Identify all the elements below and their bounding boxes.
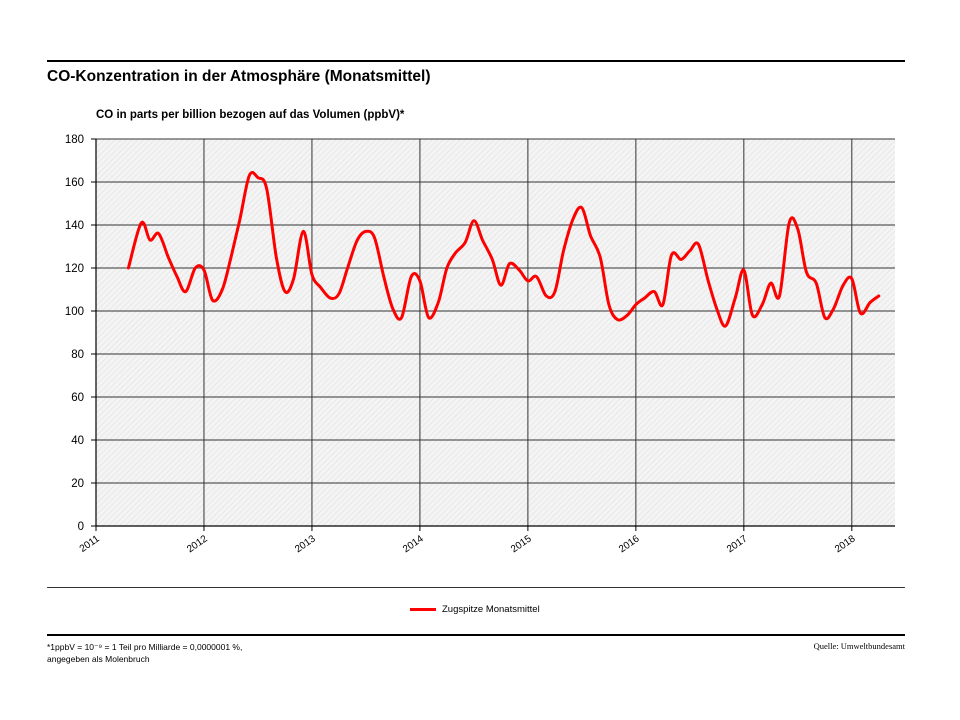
legend-divider [47, 587, 905, 588]
legend-label-zugspitze: Zugspitze Monatsmittel [442, 604, 540, 615]
x-tick-label-2018: 2018 [833, 533, 858, 555]
x-tick-label-2017: 2017 [725, 533, 750, 555]
y-tick-label-160: 160 [65, 177, 84, 189]
y-axis-label: CO in parts per billion bezogen auf das … [96, 109, 405, 121]
top-rule [47, 60, 905, 62]
plot-area [96, 139, 895, 526]
legend: Zugspitze Monatsmittel [410, 604, 540, 615]
page-title: CO-Konzentration in der Atmosphäre (Mona… [47, 68, 431, 85]
source-credit: Quelle: Umweltbundesamt [813, 641, 905, 651]
vertical-gridlines [95, 139, 853, 531]
y-tick-label-40: 40 [71, 435, 84, 447]
y-tick-label-60: 60 [71, 392, 84, 404]
y-tick-label-0: 0 [78, 521, 84, 533]
y-tick-labels: 0 20 40 60 80 100 120 140 160 180 [65, 134, 84, 533]
y-tick-label-140: 140 [65, 220, 84, 232]
y-tick-label-180: 180 [65, 134, 84, 146]
y-tick-label-100: 100 [65, 306, 84, 318]
axes [95, 139, 895, 527]
x-tick-label-2013: 2013 [293, 533, 318, 555]
series-line-zugspitze [126, 171, 881, 328]
bottom-rule [47, 634, 905, 636]
x-tick-label-2016: 2016 [617, 533, 642, 555]
footnote: *1ppbV = 10⁻⁹ = 1 Teil pro Milliarde = 0… [47, 641, 242, 665]
legend-swatch-zugspitze [410, 608, 436, 611]
x-tick-label-2011: 2011 [78, 533, 102, 555]
series-group [126, 171, 881, 328]
x-tick-labels: 2011 2012 2013 2014 2015 2016 2017 2018 [78, 533, 858, 555]
y-tick-label-120: 120 [65, 263, 84, 275]
footnote-line-1: *1ppbV = 10⁻⁹ = 1 Teil pro Milliarde = 0… [47, 642, 243, 652]
y-tick-label-20: 20 [71, 478, 84, 490]
x-tick-label-2015: 2015 [509, 533, 534, 555]
x-tick-label-2014: 2014 [401, 533, 426, 555]
y-tick-label-80: 80 [71, 349, 84, 361]
footnote-line-2: angegeben als Molenbruch [47, 654, 150, 664]
x-tick-label-2012: 2012 [185, 533, 210, 555]
